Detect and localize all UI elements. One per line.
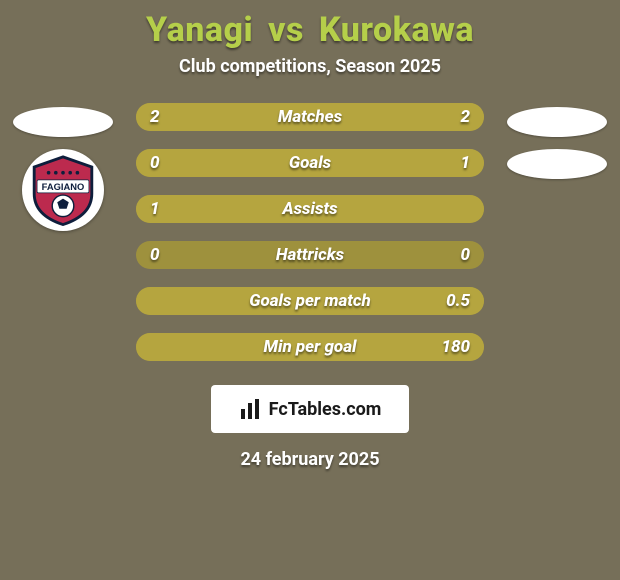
stat-row: 1Assists [136,195,484,223]
title-vs: vs [262,10,310,50]
subtitle: Club competitions, Season 2025 [0,56,620,103]
player-left-name: Yanagi [146,10,253,50]
comparison-panel: Yanagi vs Kurokawa Club competitions, Se… [0,0,620,580]
left-player-col: FAGIANO [8,103,118,231]
player-right-club-badge [507,149,607,179]
player-right-name: Kurokawa [319,10,474,50]
stat-value-right: 1 [460,149,470,177]
stat-value-right: 180 [441,333,470,361]
stat-row: Min per goal180 [136,333,484,361]
svg-text:FAGIANO: FAGIANO [42,182,85,192]
comparison-body: FAGIANO 2Matches20Goals11Assists0Hattric… [0,103,620,361]
chart-icon [239,397,263,421]
stats-column: 2Matches20Goals11Assists0Hattricks0Goals… [118,103,502,361]
stat-row: 0Hattricks0 [136,241,484,269]
stat-row: Goals per match0.5 [136,287,484,315]
page-title: Yanagi vs Kurokawa [0,6,620,56]
stat-row: 2Matches2 [136,103,484,131]
stat-label: Goals [136,149,484,177]
stat-row: 0Goals1 [136,149,484,177]
club-badge-svg: FAGIANO [27,154,99,226]
stat-label: Goals per match [136,287,484,315]
stat-label: Assists [136,195,484,223]
stat-label: Hattricks [136,241,484,269]
stat-label: Matches [136,103,484,131]
stat-value-right: 0 [460,241,470,269]
stat-value-right: 2 [460,103,470,131]
right-player-col [502,103,612,179]
site-logo-text: FcTables.com [269,399,382,420]
player-left-club-badge: FAGIANO [22,149,104,231]
player-right-avatar [507,107,607,137]
stat-value-right: 0.5 [446,287,470,315]
player-left-avatar [13,107,113,137]
site-logo: FcTables.com [211,385,409,433]
stat-label: Min per goal [136,333,484,361]
snapshot-date: 24 february 2025 [0,433,620,470]
